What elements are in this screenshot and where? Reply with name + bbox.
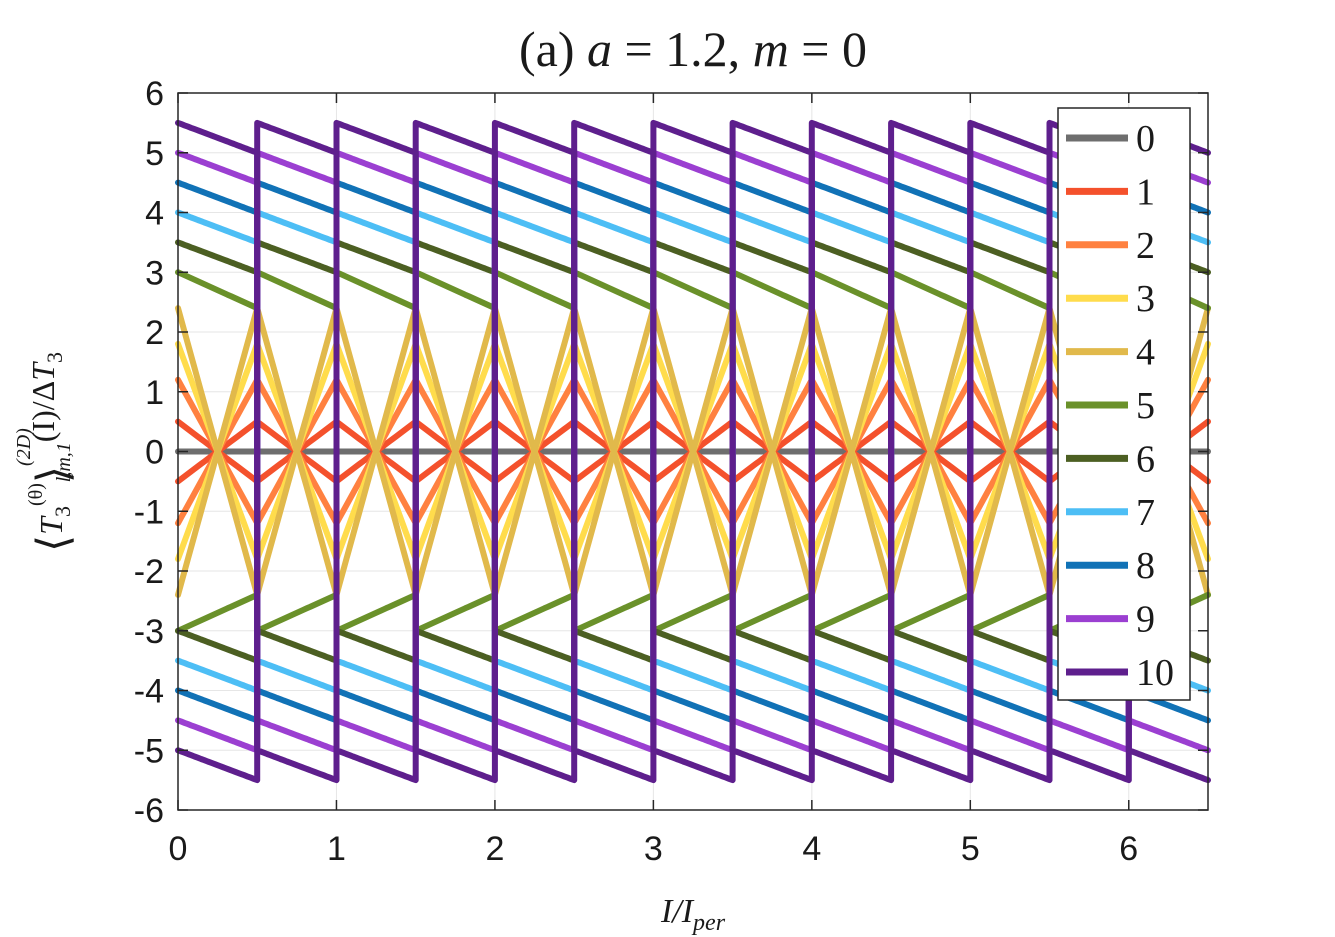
series-line-7-lower <box>175 209 1211 694</box>
x-axis-label: I/Iper <box>660 893 726 936</box>
y-tick-label: -6 <box>134 792 164 830</box>
legend: 0 1 2 3 4 5 6 7 8 9 10 <box>1057 107 1191 701</box>
series-line-10-lower <box>175 119 1211 784</box>
legend-label-7: 7 <box>1136 492 1155 534</box>
x-tick-label: 5 <box>961 830 980 868</box>
y-tick-label: 4 <box>145 195 164 233</box>
series-line-5-upper <box>175 269 1211 634</box>
series-line-6-lower <box>175 239 1211 664</box>
series-line-4-lower <box>175 305 1211 598</box>
series-8 <box>175 179 1211 724</box>
x-tick-label: 1 <box>327 830 346 868</box>
x-tick-label: 0 <box>169 830 188 868</box>
legend-label-2: 2 <box>1136 225 1155 267</box>
legend-label-8: 8 <box>1136 545 1155 587</box>
series-6 <box>175 239 1211 664</box>
y-tick-label: 5 <box>145 135 164 173</box>
y-tick-label: 1 <box>145 374 164 412</box>
legend-label-4: 4 <box>1136 332 1155 374</box>
legend-label-5: 5 <box>1136 385 1155 427</box>
y-tick-label: -4 <box>134 673 164 711</box>
legend-label-9: 9 <box>1136 599 1155 641</box>
series-line-10-upper <box>175 119 1211 784</box>
y-tick-label: 2 <box>145 314 164 352</box>
series-5 <box>175 269 1211 634</box>
x-tick-label: 4 <box>802 830 821 868</box>
series-line-8-lower <box>175 179 1211 724</box>
legend-label-0: 0 <box>1136 118 1155 160</box>
y-tick-label: -2 <box>134 553 164 591</box>
series-line-6-upper <box>175 239 1211 664</box>
y-tick-label: -5 <box>134 732 164 770</box>
series-10 <box>175 119 1211 784</box>
tick-marks <box>177 92 1208 811</box>
y-tick-label: 3 <box>145 254 164 292</box>
x-tick-label: 3 <box>644 830 663 868</box>
series-7 <box>175 209 1211 694</box>
legend-label-10: 10 <box>1136 652 1174 694</box>
x-tick-label: 6 <box>1119 830 1138 868</box>
series-line-9-upper <box>175 149 1211 754</box>
x-tick-labels: 0 1 2 3 4 5 6 <box>169 830 1139 868</box>
series-layer <box>175 119 1211 784</box>
series-line-7-upper <box>175 209 1211 694</box>
y-tick-labels: 6 5 4 3 2 1 0 -1 -2 -3 -4 -5 -6 <box>134 75 164 830</box>
legend-label-1: 1 <box>1136 171 1155 213</box>
svg-text:⟨T3(θ)⟩(2D)l,m,1(I)/ΔT3: ⟨T3(θ)⟩(2D) l,m,1(I)/ΔT3 <box>13 352 78 552</box>
y-tick-label: 6 <box>145 75 164 113</box>
series-9 <box>175 149 1211 754</box>
series-line-9-lower <box>175 149 1211 754</box>
legend-label-6: 6 <box>1136 438 1155 480</box>
chart-title: (a) a = 1.2, m = 0 <box>519 21 867 77</box>
y-tick-label: 0 <box>145 434 164 472</box>
y-tick-label: -1 <box>134 493 164 531</box>
series-line-5-lower <box>175 269 1211 634</box>
series-4 <box>175 305 1211 598</box>
legend-label-3: 3 <box>1136 278 1155 320</box>
series-line-8-upper <box>175 179 1211 724</box>
y-axis-label: ⟨T3(θ)⟩(2D) l,m,1(I)/ΔT3 <box>13 352 78 552</box>
y-tick-label: -3 <box>134 613 164 651</box>
x-tick-label: 2 <box>485 830 504 868</box>
